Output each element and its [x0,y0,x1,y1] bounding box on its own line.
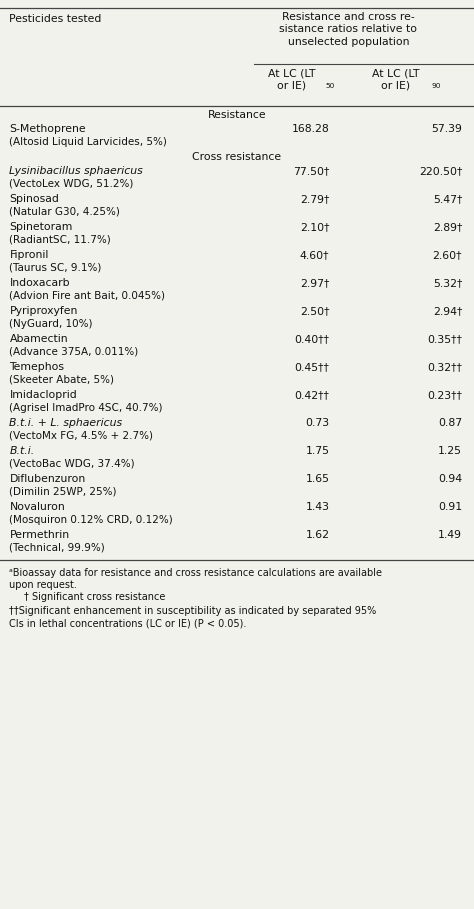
Text: 0.91: 0.91 [438,502,462,512]
Text: Pyriproxyfen: Pyriproxyfen [9,306,78,316]
Text: (Taurus SC, 9.1%): (Taurus SC, 9.1%) [9,263,102,273]
Text: 0.87: 0.87 [438,418,462,428]
Text: Cross resistance: Cross resistance [192,152,282,162]
Text: 2.60†: 2.60† [433,250,462,260]
Text: 2.79†: 2.79† [300,194,329,204]
Text: 2.10†: 2.10† [300,222,329,232]
Text: Temephos: Temephos [9,362,64,372]
Text: 168.28: 168.28 [292,124,329,134]
Text: (Dimilin 25WP, 25%): (Dimilin 25WP, 25%) [9,487,117,497]
Text: 0.32††: 0.32†† [427,362,462,372]
Text: 57.39: 57.39 [431,124,462,134]
Text: 0.42††: 0.42†† [294,390,329,400]
Text: 5.32†: 5.32† [433,278,462,288]
Text: (RadiantSC, 11.7%): (RadiantSC, 11.7%) [9,235,111,245]
Text: 5.47†: 5.47† [433,194,462,204]
Text: 0.40††: 0.40†† [294,334,329,344]
Text: Spinetoram: Spinetoram [9,222,73,232]
Text: ††Significant enhancement in susceptibility as indicated by separated 95%
CIs in: ††Significant enhancement in susceptibil… [9,606,377,628]
Text: (Technical, 99.9%): (Technical, 99.9%) [9,543,105,553]
Text: 0.45††: 0.45†† [294,362,329,372]
Text: (Mosquiron 0.12% CRD, 0.12%): (Mosquiron 0.12% CRD, 0.12%) [9,515,173,525]
Text: Spinosad: Spinosad [9,194,59,204]
Text: 0.23††: 0.23†† [427,390,462,400]
Text: Indoxacarb: Indoxacarb [9,278,70,288]
Text: 77.50†: 77.50† [293,166,329,176]
Text: 0.35††: 0.35†† [427,334,462,344]
Text: (Advion Fire ant Bait, 0.045%): (Advion Fire ant Bait, 0.045%) [9,291,165,301]
Text: (NyGuard, 10%): (NyGuard, 10%) [9,319,93,329]
Text: Abamectin: Abamectin [9,334,68,344]
Text: (Altosid Liquid Larvicides, 5%): (Altosid Liquid Larvicides, 5%) [9,137,167,147]
Text: Novaluron: Novaluron [9,502,65,512]
Text: 0.94: 0.94 [438,474,462,484]
Text: 0.73: 0.73 [305,418,329,428]
Text: Pesticides tested: Pesticides tested [9,14,102,24]
Text: 1.25: 1.25 [438,446,462,456]
Text: Lysinibacillus sphaericus: Lysinibacillus sphaericus [9,166,143,176]
Text: 2.50†: 2.50† [300,306,329,316]
Text: 50: 50 [326,83,335,89]
Text: (VectoBac WDG, 37.4%): (VectoBac WDG, 37.4%) [9,459,135,469]
Text: 1.49: 1.49 [438,530,462,540]
Text: At LC (LT
or IE): At LC (LT or IE) [268,68,315,90]
Text: Resistance and cross re-
sistance ratios relative to
unselected population: Resistance and cross re- sistance ratios… [279,12,418,46]
Text: (VectoLex WDG, 51.2%): (VectoLex WDG, 51.2%) [9,179,134,189]
Text: (Natular G30, 4.25%): (Natular G30, 4.25%) [9,207,120,217]
Text: 2.94†: 2.94† [433,306,462,316]
Text: 2.89†: 2.89† [433,222,462,232]
Text: S-Methoprene: S-Methoprene [9,124,86,134]
Text: (Skeeter Abate, 5%): (Skeeter Abate, 5%) [9,375,115,385]
Text: 1.75: 1.75 [305,446,329,456]
Text: B.t.i. + L. sphaericus: B.t.i. + L. sphaericus [9,418,123,428]
Text: Fipronil: Fipronil [9,250,49,260]
Text: Resistance: Resistance [208,110,266,120]
Text: (VectoMx FG, 4.5% + 2.7%): (VectoMx FG, 4.5% + 2.7%) [9,431,154,441]
Text: ᵃBioassay data for resistance and cross resistance calculations are available
up: ᵃBioassay data for resistance and cross … [9,568,383,591]
Text: (Advance 375A, 0.011%): (Advance 375A, 0.011%) [9,347,139,357]
Text: B.t.i.: B.t.i. [9,446,35,456]
Text: Permethrin: Permethrin [9,530,70,540]
Text: 1.62: 1.62 [305,530,329,540]
Text: At LC (LT
or IE): At LC (LT or IE) [372,68,419,90]
Text: † Significant cross resistance: † Significant cross resistance [24,592,165,602]
Text: 90: 90 [431,83,441,89]
Text: (Agrisel ImadPro 4SC, 40.7%): (Agrisel ImadPro 4SC, 40.7%) [9,403,163,413]
Text: 1.43: 1.43 [305,502,329,512]
Text: Diflubenzuron: Diflubenzuron [9,474,86,484]
Text: 2.97†: 2.97† [300,278,329,288]
Text: Imidacloprid: Imidacloprid [9,390,77,400]
Text: 1.65: 1.65 [305,474,329,484]
Text: 4.60†: 4.60† [300,250,329,260]
Text: 220.50†: 220.50† [419,166,462,176]
